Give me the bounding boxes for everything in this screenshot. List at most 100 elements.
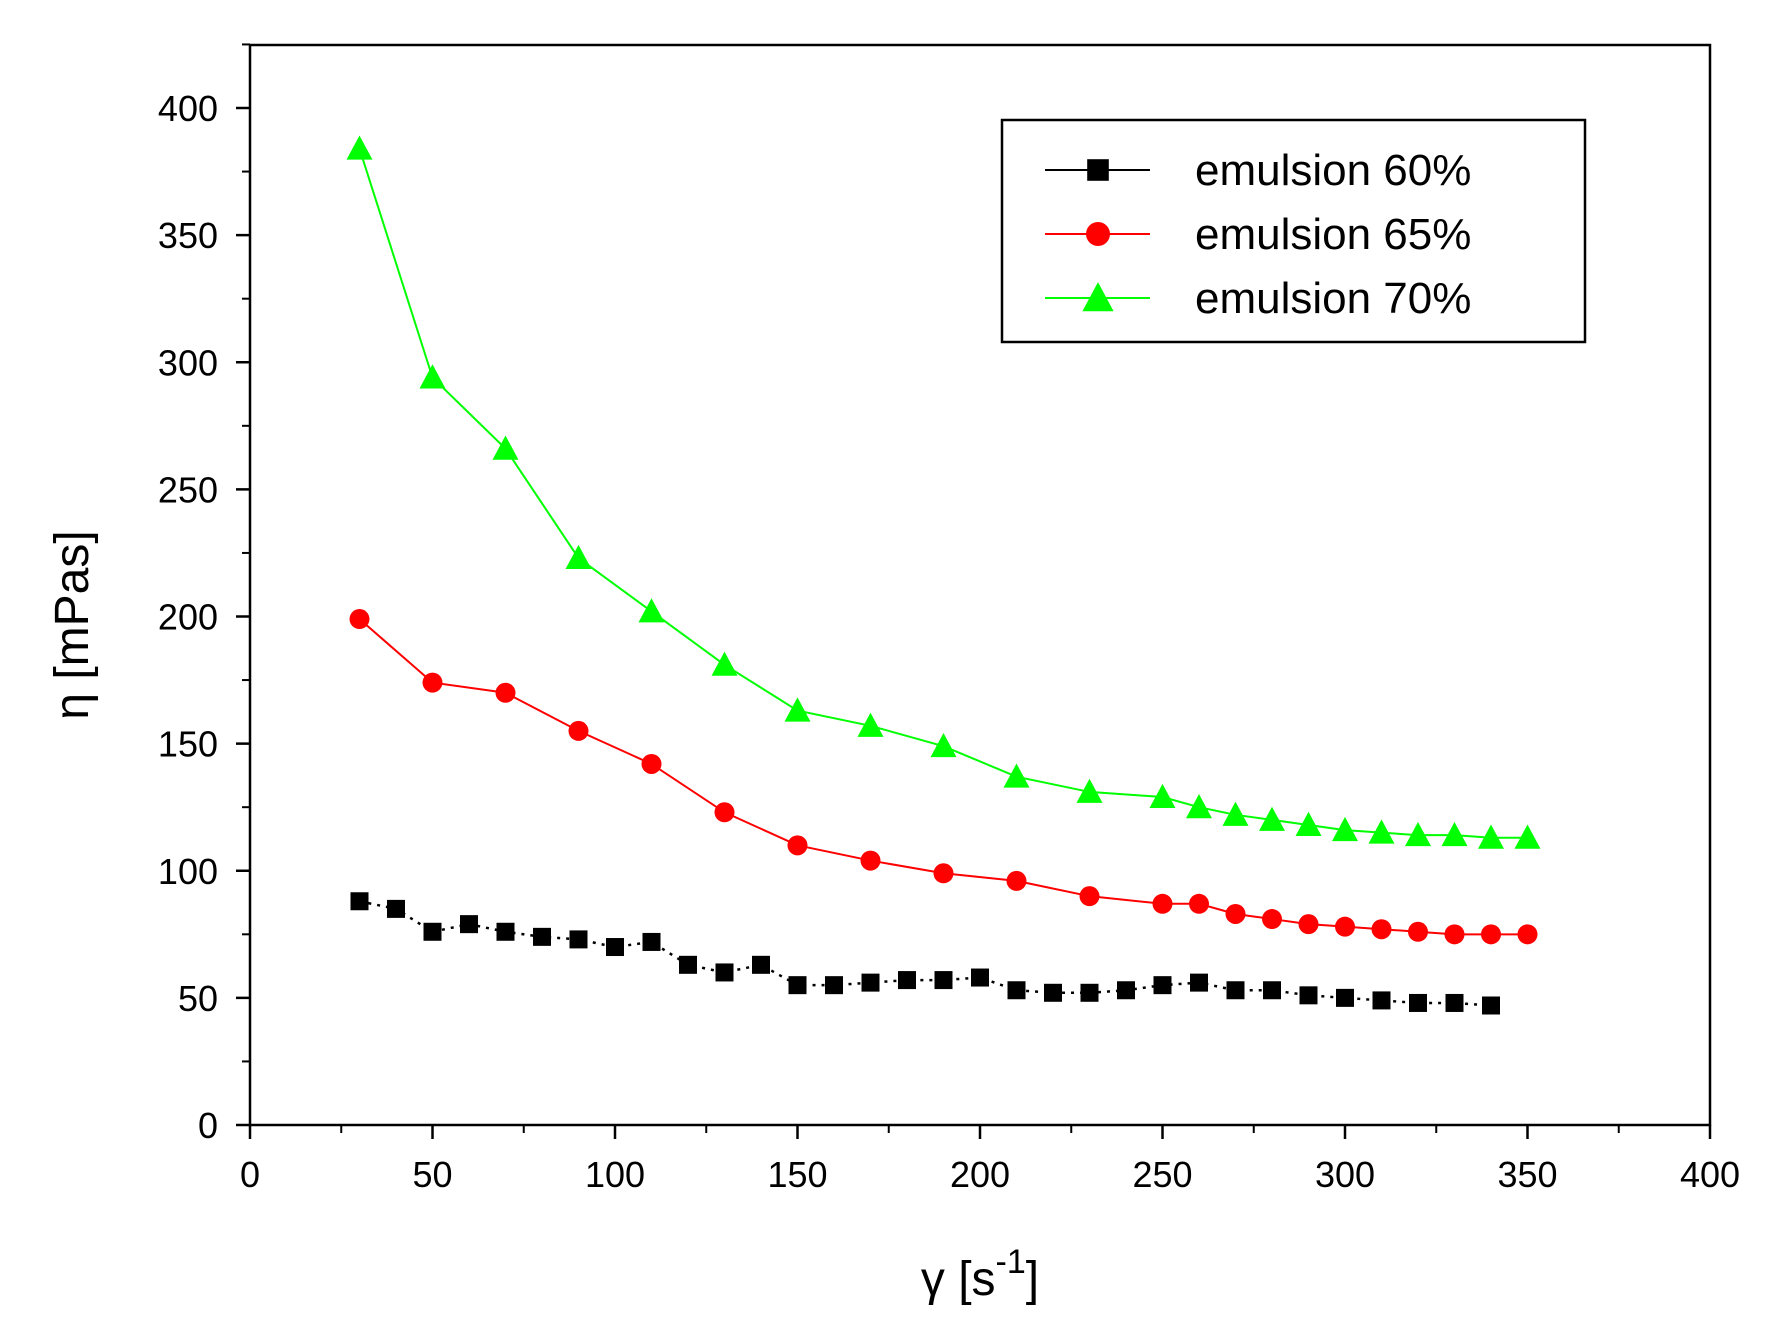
x-axis-exponent: -1	[996, 1243, 1026, 1281]
series-line	[358, 148, 1528, 839]
x-tick-label: 250	[1132, 1154, 1192, 1195]
x-axis-unit-close: ]	[1026, 1253, 1039, 1306]
legend-items: emulsion 60% emulsion 65% emulsion 70%	[1045, 146, 1471, 323]
data-point-square	[642, 932, 661, 951]
y-axis-title: η [mPas]	[46, 530, 99, 719]
data-point-triangle	[1076, 778, 1103, 803]
series-emulsion-70-	[346, 135, 1541, 849]
data-point-triangle	[1003, 763, 1030, 788]
data-point-triangle	[1259, 806, 1285, 831]
data-point-square	[1336, 988, 1354, 1007]
data-point-circle	[1408, 921, 1428, 942]
x-tick-label: 0	[240, 1154, 260, 1195]
legend-marker-triangle	[1082, 282, 1114, 312]
data-point-circle	[495, 682, 516, 703]
data-point-square	[1445, 993, 1464, 1012]
data-point-square	[934, 971, 953, 990]
data-point-square	[898, 971, 916, 990]
series-emulsion-65-	[349, 609, 1538, 945]
data-point-circle	[1335, 916, 1355, 937]
y-tick-label: 200	[158, 597, 218, 638]
data-point-square	[1372, 991, 1391, 1010]
legend-item: emulsion 65%	[1045, 210, 1471, 259]
x-tick-label: 400	[1680, 1154, 1740, 1195]
data-point-triangle	[857, 712, 884, 737]
data-point-square	[715, 963, 734, 982]
data-point-triangle	[1514, 824, 1541, 849]
data-point-square	[1299, 986, 1318, 1005]
data-point-square	[788, 976, 807, 995]
data-point-square	[861, 973, 880, 992]
data-point-square	[533, 927, 551, 946]
data-point-circle	[714, 802, 735, 823]
series-emulsion-60-	[350, 892, 1500, 1015]
legend-marker-circle	[1086, 222, 1110, 246]
axis-layer: 0 50 100 150 200 250 300 350 400 0 50 100 150 200 250 3…	[158, 43, 1740, 1195]
y-tick-label: 350	[158, 215, 218, 256]
data-point-square	[971, 968, 989, 987]
x-tick-label: 300	[1315, 1154, 1375, 1195]
data-point-circle	[1189, 893, 1209, 914]
data-point-triangle	[1295, 811, 1322, 836]
data-point-circle	[1225, 903, 1246, 924]
data-point-square	[752, 955, 770, 974]
data-point-triangle	[1186, 793, 1212, 819]
data-point-square	[1007, 981, 1026, 1000]
data-point-square	[1409, 993, 1427, 1012]
data-point-triangle	[1478, 824, 1504, 849]
series-line	[358, 618, 1528, 936]
data-point-square	[350, 892, 369, 911]
data-point-circle	[933, 863, 954, 884]
data-point-square	[1263, 981, 1281, 1000]
x-axis-unit: [s	[958, 1253, 995, 1306]
data-point-circle	[641, 753, 662, 774]
data-point-circle	[1481, 924, 1501, 945]
x-tick-label: 100	[585, 1154, 645, 1195]
x-tick-label: 50	[412, 1154, 452, 1195]
x-tick-label: 150	[767, 1154, 827, 1195]
data-point-circle	[1517, 924, 1538, 945]
data-point-circle	[1006, 870, 1027, 891]
data-point-triangle	[1405, 821, 1431, 847]
data-point-triangle	[419, 364, 446, 389]
data-point-circle	[787, 835, 808, 856]
data-point-circle	[1371, 919, 1392, 940]
data-point-circle	[1152, 893, 1173, 914]
x-tick-label: 350	[1497, 1154, 1557, 1195]
x-axis-symbol: γ	[921, 1253, 945, 1306]
data-point-triangle	[1441, 821, 1468, 847]
legend-item: emulsion 60%	[1045, 146, 1471, 195]
y-tick-label: 300	[158, 342, 218, 383]
data-point-triangle	[565, 544, 592, 570]
y-tick-label: 50	[178, 978, 218, 1019]
data-point-circle	[568, 720, 589, 741]
data-point-square	[569, 930, 588, 949]
data-point-square	[1482, 996, 1500, 1015]
data-point-square	[825, 976, 843, 995]
data-point-circle	[860, 850, 881, 871]
data-point-triangle	[346, 135, 373, 160]
y-tick-label: 250	[158, 469, 218, 510]
data-point-circle	[1262, 909, 1282, 930]
data-point-square	[496, 922, 515, 941]
data-point-square	[423, 922, 442, 941]
data-point-triangle	[1222, 801, 1249, 826]
y-tick-label: 0	[198, 1105, 218, 1146]
data-point-circle	[1444, 924, 1465, 945]
y-tick-label: 400	[158, 88, 218, 129]
data-point-triangle	[1368, 819, 1395, 844]
data-point-square	[1190, 973, 1208, 992]
data-point-square	[606, 938, 624, 957]
data-point-square	[1226, 981, 1245, 1000]
legend: emulsion 60% emulsion 65% emulsion 70%	[1000, 118, 1587, 344]
legend-item: emulsion 70%	[1045, 274, 1471, 323]
data-point-triangle	[638, 598, 665, 623]
y-tick-label: 150	[158, 724, 218, 765]
data-point-triangle	[784, 697, 811, 722]
data-point-circle	[422, 672, 443, 693]
series-layer	[346, 135, 1541, 1015]
data-point-square	[387, 899, 405, 918]
data-point-circle	[349, 609, 370, 630]
data-point-triangle	[492, 435, 519, 460]
